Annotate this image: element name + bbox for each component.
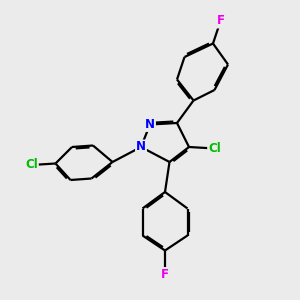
Text: Cl: Cl [25, 158, 38, 172]
Text: N: N [136, 140, 146, 154]
Text: Cl: Cl [208, 142, 221, 155]
Text: F: F [161, 268, 169, 281]
Text: F: F [217, 14, 224, 28]
Text: N: N [145, 118, 155, 131]
